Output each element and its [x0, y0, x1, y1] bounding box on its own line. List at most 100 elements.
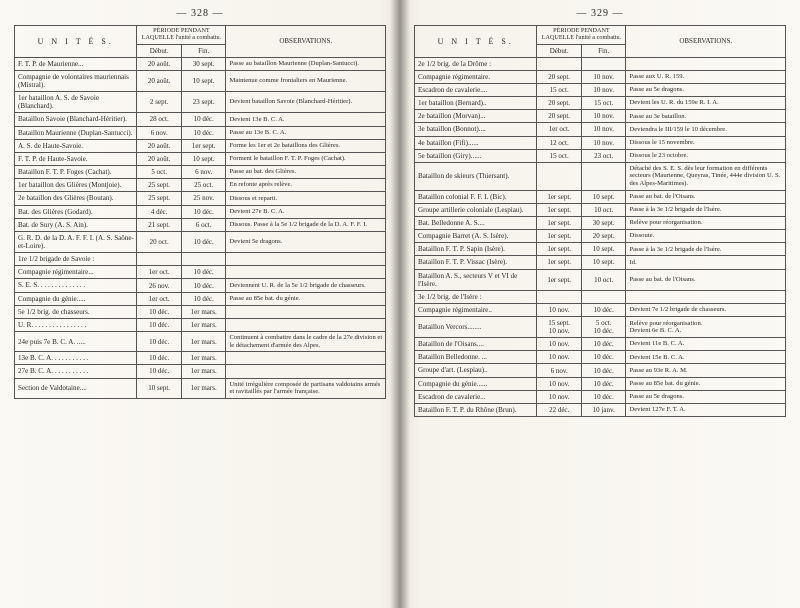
cell-debut: 1er oct. — [137, 266, 182, 279]
cell-fin: 1er mars. — [181, 332, 226, 352]
table-head-left: U N I T É S. PÉRIODE PENDANT LAQUELLE l'… — [15, 26, 386, 58]
table-row: Bataillon F. T. P. du Rhône (Brun).22 dé… — [415, 403, 786, 416]
table-row: Section de Valdotaine....10 sept.1er mar… — [15, 378, 386, 398]
cell-unit: U. R. . . . . . . . . . . . . . . . — [15, 318, 137, 331]
cell-debut: 20 août. — [137, 57, 182, 70]
binding-shadow — [400, 0, 410, 608]
cell-obs: Passe au bat. de l'Oisans. — [626, 190, 786, 203]
cell-unit: Section de Valdotaine.... — [15, 378, 137, 398]
cell-obs: Passe au 93e R. A. M. — [626, 364, 786, 377]
cell-obs: Devient 127e F. T. A. — [626, 403, 786, 416]
cell-debut: 20 sept. — [537, 97, 582, 110]
cell-debut: 4 déc. — [137, 205, 182, 218]
cell-obs: Devient les U. R. du 159e R. I. A. — [626, 97, 786, 110]
cell-unit: Escadron de cavalerie... — [415, 390, 537, 403]
cell-obs: Passe aux U. R. 159. — [626, 70, 786, 83]
table-row: 4e bataillon (Fifi)......12 oct.10 nov.D… — [415, 136, 786, 149]
table-row: Bataillon F. T. P. Vissac (Isère).1er se… — [415, 256, 786, 269]
cell-obs: Devient 5e dragons. — [226, 231, 386, 252]
cell-debut: 1er sept. — [537, 243, 582, 256]
cell-obs — [626, 57, 786, 70]
cell-obs: Continuent à combattre dans le cadre de … — [226, 332, 386, 352]
cell-fin — [181, 253, 226, 266]
cell-debut: 20 août. — [137, 139, 182, 152]
cell-fin: 10 déc. — [181, 266, 226, 279]
cell-unit: Bataillon A. S., secteurs V et VI de l'I… — [415, 269, 537, 290]
table-row: 3e bataillon (Bonnot)....1er oct.10 nov.… — [415, 123, 786, 136]
cell-fin: 1er mars. — [181, 365, 226, 378]
cell-obs: Dissous le 15 novembre. — [626, 136, 786, 149]
cell-fin: 1er sept. — [181, 139, 226, 152]
table-row: 5e bataillon (Giry)......15 oct.23 oct.D… — [415, 149, 786, 162]
cell-debut: 1er sept. — [537, 216, 582, 229]
table-row: Bataillon de l'Oisans....10 nov.10 déc.D… — [415, 338, 786, 351]
cell-obs — [226, 266, 386, 279]
table-row: 2e bataillon (Morvan)...20 sept.10 nov.P… — [415, 110, 786, 123]
th-fin: Fin. — [181, 44, 226, 57]
cell-debut: 10 nov. — [537, 304, 582, 317]
cell-obs: Unité irrégulière composée de partisans … — [226, 378, 386, 398]
cell-obs — [226, 253, 386, 266]
table-left: U N I T É S. PÉRIODE PENDANT LAQUELLE l'… — [14, 25, 386, 399]
cell-debut: 10 nov. — [537, 390, 582, 403]
table-row: 13e B. C. A. . . . . . . . . . .10 déc.1… — [15, 352, 386, 365]
cell-debut: 1er oct. — [137, 292, 182, 305]
cell-obs — [226, 365, 386, 378]
cell-debut: 20 août. — [137, 152, 182, 165]
cell-unit: Groupe artillerie coloniale (Lespiau). — [415, 203, 537, 216]
cell-fin: 1er mars. — [181, 352, 226, 365]
table-row: Bataillon F. T. P. Sapin (Isère).1er sep… — [415, 243, 786, 256]
table-row: Bataillon de skieurs (Thiersant).Détaché… — [415, 162, 786, 190]
cell-debut: 26 nov. — [137, 279, 182, 292]
cell-debut: 1er sept. — [537, 256, 582, 269]
cell-fin — [581, 162, 626, 190]
table-row: 5e 1/2 brig. de chasseurs.10 déc.1er mar… — [15, 305, 386, 318]
cell-obs: Forme les 1er et 2e bataillons des Glièr… — [226, 139, 386, 152]
table-row: G. R. D. de la D. A. F. F. I. (A. S. Saô… — [15, 231, 386, 252]
cell-fin — [581, 290, 626, 303]
cell-debut: 1er sept. — [537, 230, 582, 243]
cell-fin: 10 nov. — [581, 70, 626, 83]
cell-unit: Bataillon F. T. P. du Rhône (Brun). — [415, 403, 537, 416]
cell-obs: Devient 11e B. C. A. — [626, 338, 786, 351]
cell-debut: 6 nov. — [137, 126, 182, 139]
cell-debut — [137, 253, 182, 266]
tbody-right: 2e 1/2 brig. de la Drôme :Compagnie régi… — [415, 57, 786, 416]
cell-unit: 1er bataillon (Bernard).. — [415, 97, 537, 110]
cell-debut: 20 sept. — [537, 110, 582, 123]
cell-unit: F. T. P. de Maurienne... — [15, 57, 137, 70]
cell-debut: 10 déc. — [137, 352, 182, 365]
cell-fin: 15 oct. — [581, 97, 626, 110]
cell-obs: Passe au bataillon Maurienne (Duplan-San… — [226, 57, 386, 70]
table-row: Groupe artillerie coloniale (Lespiau).1e… — [415, 203, 786, 216]
cell-fin: 10 déc. — [181, 126, 226, 139]
cell-obs: Passe au 85e bat. du génie. — [626, 377, 786, 390]
table-row: 1er bataillon A. S. de Savoie (Blanchard… — [15, 92, 386, 113]
cell-obs: Passe au bat. des Glières. — [226, 166, 386, 179]
table-row: Bat. de Sury (A. S. Ain).21 sept.6 oct.D… — [15, 218, 386, 231]
th-units: U N I T É S. — [415, 26, 537, 58]
cell-obs: Devient 27e B. C. A. — [226, 205, 386, 218]
cell-fin: 10 déc. — [181, 231, 226, 252]
cell-obs: Devient 13e B. C. A. — [226, 113, 386, 126]
table-row: 1er bataillon des Glières (Montjoie).25 … — [15, 179, 386, 192]
table-row: Bataillon Savoie (Blanchard-Héritier).28… — [15, 113, 386, 126]
cell-fin: 10 déc. — [581, 390, 626, 403]
table-row: 1er bataillon (Bernard)..20 sept.15 oct.… — [415, 97, 786, 110]
cell-fin: 6 nov. — [181, 166, 226, 179]
table-row: Compagnie régimentaire...1er oct.10 déc. — [15, 266, 386, 279]
cell-obs — [226, 305, 386, 318]
table-row: S. E. S. . . . . . . . . . . . . .26 nov… — [15, 279, 386, 292]
cell-unit: 2e 1/2 brig. de la Drôme : — [415, 57, 537, 70]
cell-obs: Deviendra le III/159 le 10 décembre. — [626, 123, 786, 136]
cell-obs: En refonte après relève. — [226, 179, 386, 192]
cell-obs: Devient 7e 1/2 brigade de chasseurs. — [626, 304, 786, 317]
cell-unit: Bataillon de skieurs (Thiersant). — [415, 162, 537, 190]
cell-fin: 23 oct. — [581, 149, 626, 162]
cell-obs: Passe au 5e dragons. — [626, 83, 786, 96]
cell-fin: 30 sept. — [581, 216, 626, 229]
th-periode: PÉRIODE PENDANT LAQUELLE l'unité a comba… — [137, 26, 226, 45]
table-row: Escadron de cavalerie...10 nov.10 déc.Pa… — [415, 390, 786, 403]
cell-debut: 10 nov. — [537, 377, 582, 390]
table-row: Escadron de cavalerie....15 oct.10 nov.P… — [415, 83, 786, 96]
